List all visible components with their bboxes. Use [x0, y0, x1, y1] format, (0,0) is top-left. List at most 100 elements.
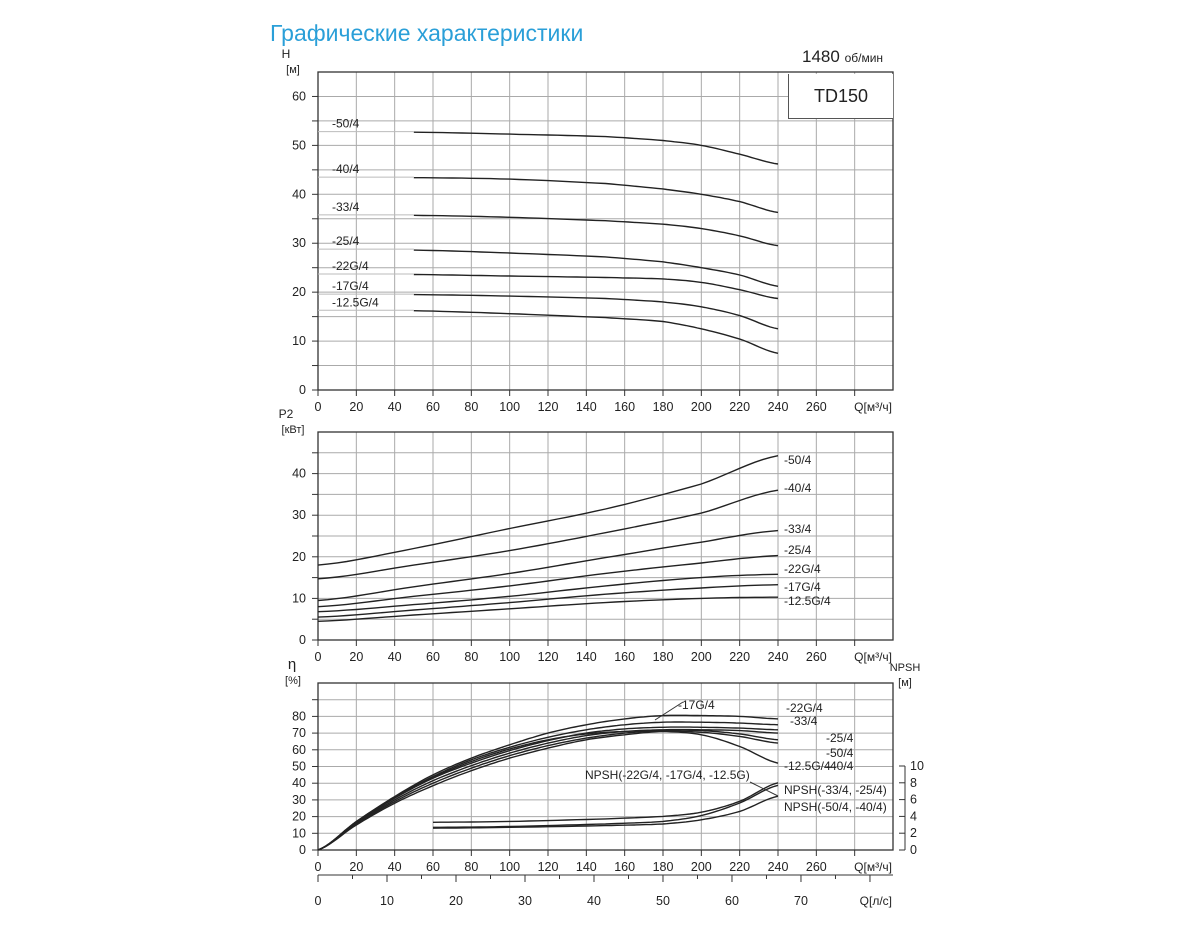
x-tick-label: 80	[464, 650, 478, 664]
x-tick-label: 160	[614, 400, 635, 414]
x2-tick-label: 60	[725, 894, 739, 908]
series-line-22G4	[413, 273, 779, 300]
y2-tick-label: 2	[910, 826, 917, 840]
series-label: -40/4	[332, 162, 360, 176]
npsh-line	[433, 784, 779, 828]
y-tick-label: 10	[292, 826, 306, 840]
series-label: -22G/4	[332, 259, 369, 273]
y-tick-label: 80	[292, 709, 306, 723]
y-tick-label: 70	[292, 726, 306, 740]
x-tick-label: 220	[729, 860, 750, 874]
x-tick-label: 20	[349, 650, 363, 664]
series-line-17G4	[413, 293, 779, 330]
y-tick-label: 60	[292, 89, 306, 103]
y-axis-unit: [кВт]	[282, 424, 305, 436]
series-label: -40/4	[826, 759, 854, 773]
y-tick-label: 10	[292, 591, 306, 605]
x-tick-label: 220	[729, 400, 750, 414]
npsh-line	[432, 795, 779, 829]
series-label: -12.5G/4	[332, 295, 379, 309]
series-label: -50/4	[784, 453, 812, 467]
x-tick-label: 240	[768, 400, 789, 414]
series-line-125G4	[413, 310, 779, 354]
x2-tick-label: 30	[518, 894, 532, 908]
series-line-334	[317, 529, 779, 602]
y2-tick-label: 6	[910, 793, 917, 807]
x-tick-label: 0	[315, 400, 322, 414]
y-tick-label: 40	[292, 187, 306, 201]
y-tick-label: 0	[299, 383, 306, 397]
y2-axis-label: NPSH	[890, 662, 921, 674]
x-axis-label: Q[м³/ч]	[854, 650, 892, 664]
x-tick-label: 80	[464, 400, 478, 414]
series-line-404	[317, 730, 779, 851]
series-label: -25/4	[332, 234, 360, 248]
y-axis-label: P2	[279, 407, 294, 421]
x-tick-label: 140	[576, 860, 597, 874]
y2-tick-label: 0	[910, 843, 917, 857]
y2-tick-label: 8	[910, 776, 917, 790]
y-axis-label: H	[282, 47, 291, 61]
series-label: -40/4	[784, 481, 812, 495]
series-line-334	[413, 214, 779, 247]
series-label: -25/4	[826, 731, 854, 745]
npsh-label: NPSH(-33/4, -25/4)	[784, 783, 887, 797]
series-label: -33/4	[784, 522, 812, 536]
y-tick-label: 30	[292, 236, 306, 250]
series-label: -50/4	[332, 117, 360, 131]
x-tick-label: 140	[576, 400, 597, 414]
y-tick-label: 0	[299, 843, 306, 857]
x-tick-label: 240	[768, 860, 789, 874]
series-label: -22G/4	[786, 701, 823, 715]
y-axis-label: η	[288, 656, 296, 673]
series-line-254	[317, 728, 779, 851]
y2-axis-unit: [м]	[898, 677, 912, 689]
x-tick-label: 200	[691, 650, 712, 664]
y-tick-label: 10	[292, 334, 306, 348]
y-tick-label: 50	[292, 138, 306, 152]
y-tick-label: 20	[292, 810, 306, 824]
series-line-504	[413, 131, 779, 165]
y-tick-label: 50	[292, 760, 306, 774]
speed-value: 1480	[802, 47, 840, 66]
y-tick-label: 40	[292, 467, 306, 481]
series-label: -17G/4	[678, 698, 715, 712]
series-line-504	[317, 455, 779, 566]
series-label: -12.5G/4	[784, 594, 831, 608]
x-tick-label: 180	[653, 400, 674, 414]
y-tick-label: 20	[292, 285, 306, 299]
x-tick-label: 100	[499, 650, 520, 664]
x-tick-label: 60	[426, 860, 440, 874]
series-line-22G4	[317, 573, 779, 613]
x-tick-label: 180	[653, 860, 674, 874]
x-tick-label: 40	[388, 650, 402, 664]
series-line-404	[317, 489, 779, 580]
x-axis-label: Q[м³/ч]	[854, 860, 892, 874]
y2-tick-label: 10	[910, 759, 924, 773]
npsh-label: NPSH(-50/4, -40/4)	[784, 800, 887, 814]
model-box: TD150	[788, 74, 893, 119]
x-tick-label: 20	[349, 400, 363, 414]
x-tick-label: 220	[729, 650, 750, 664]
x-tick-label: 260	[806, 650, 827, 664]
y-tick-label: 30	[292, 508, 306, 522]
speed-label: 1480 об/мин	[802, 47, 883, 67]
series-line-254	[413, 249, 779, 287]
x-tick-label: 20	[349, 860, 363, 874]
npsh-label: NPSH(-22G/4, -17G/4, -12.5G)	[585, 768, 750, 782]
series-label: -25/4	[784, 543, 812, 557]
x2-tick-label: 10	[380, 894, 394, 908]
x2-axis-label: Q[л/с]	[860, 894, 892, 908]
x-tick-label: 60	[426, 400, 440, 414]
x-tick-label: 160	[614, 860, 635, 874]
npsh-line	[432, 782, 779, 823]
x-tick-label: 120	[538, 400, 559, 414]
x-tick-label: 120	[538, 860, 559, 874]
leader-line	[654, 701, 684, 721]
leader-line	[749, 781, 779, 797]
y-axis-unit: [%]	[285, 675, 301, 687]
y-axis-unit: [м]	[286, 64, 300, 76]
x-tick-label: 40	[388, 860, 402, 874]
series-line-254	[317, 554, 779, 608]
